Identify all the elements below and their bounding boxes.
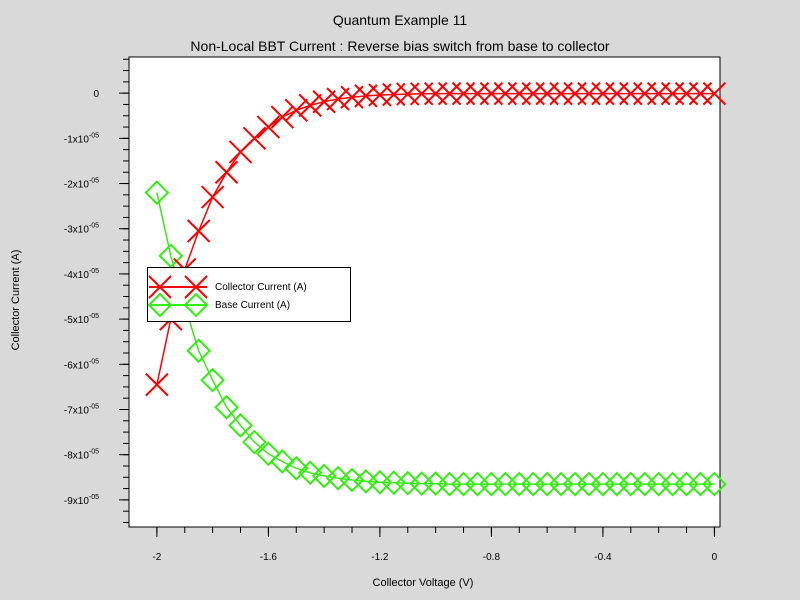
data-point [702,81,727,106]
data-point [270,105,295,129]
data-point [312,90,336,114]
data-point [255,441,281,467]
x-tick-label: -1.2 [371,552,389,563]
data-point [256,115,281,139]
data-point [242,126,267,151]
data-point [186,219,211,243]
legend-label-base: Base Current (A) [215,300,291,311]
data-point [144,180,170,205]
y-tick-label: -6x10-05 [64,358,99,371]
x-tick-label: -0.4 [594,552,612,563]
y-tick-label: -3x10-05 [64,223,99,236]
legend-swatch-base [148,292,209,318]
y-tick-label: -5x10-05 [64,313,99,326]
y-tick-label: -8x10-05 [64,449,99,462]
data-point [145,372,169,397]
series-base-current [144,180,727,497]
legend: Collector Current (A) Base Current (A) [147,267,351,322]
y-tick-label: 0 [93,89,99,100]
y-tick-label: -7x10-05 [64,404,99,417]
data-point [283,455,309,481]
x-tick-label: -1.6 [260,552,278,563]
data-point [186,338,212,364]
y-tick-label: -9x10-05 [64,494,99,507]
data-point [298,93,322,118]
legend-swatch-collector [148,275,208,299]
x-tick-label: 0 [712,552,718,563]
data-point [297,460,323,486]
x-tick-label: -0.8 [483,552,501,563]
chart-title: Quantum Example 11 [332,12,468,28]
y-axis-label: Collector Current (A) [10,249,22,351]
x-minor-ticks [156,527,715,533]
data-point [214,394,239,420]
data-point [214,160,239,184]
x-axis-label: Collector Voltage (V) [372,577,474,589]
legend-swatches [148,275,209,318]
chart-subtitle: Non-Local BBT Current : Reverse bias swi… [190,38,610,54]
data-point [311,463,337,489]
data-point [269,449,295,474]
data-point [228,412,253,438]
data-point [702,471,727,497]
data-point [242,429,267,455]
data-point [284,98,308,123]
data-point [158,243,184,269]
y-minor-ticks [123,58,129,523]
y-tick-label: -1x10-05 [64,132,99,145]
data-point [200,367,226,393]
series-collector-current [145,81,727,397]
x-tick-label: -2 [152,552,161,563]
y-tick-label: -2x10-05 [64,178,99,191]
y-tick-label: -4x10-05 [64,268,99,281]
legend-label-collector: Collector Current (A) [215,282,307,293]
data-point [200,185,225,209]
